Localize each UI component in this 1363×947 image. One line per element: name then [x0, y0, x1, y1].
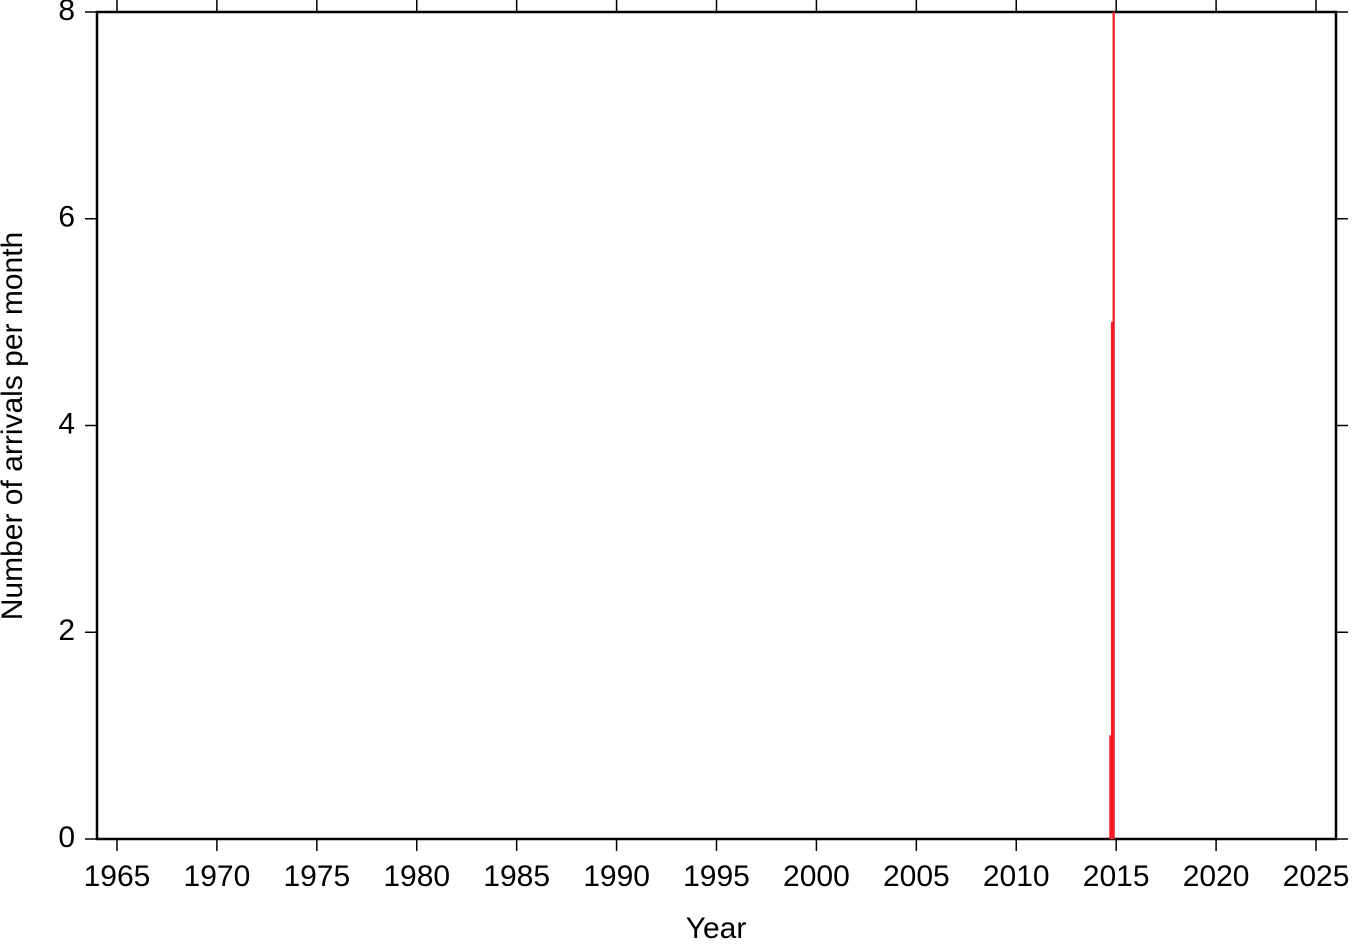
x-tick-label: 1985 — [483, 860, 550, 893]
y-tick-label: 6 — [58, 201, 75, 234]
y-tick-label: 2 — [58, 614, 75, 647]
x-tick-label: 2020 — [1183, 860, 1250, 893]
bar — [1112, 11, 1115, 840]
x-tick-label: 1965 — [84, 860, 151, 893]
x-tick-label: 1995 — [683, 860, 750, 893]
x-axis-label: Year — [686, 912, 747, 942]
x-tick-label: 1990 — [583, 860, 650, 893]
y-tick-label: 0 — [58, 821, 75, 854]
y-tick-label: 4 — [58, 407, 75, 440]
x-tick-label: 2015 — [1083, 860, 1150, 893]
x-tick-label: 2010 — [983, 860, 1050, 893]
x-tick-label: 2005 — [883, 860, 950, 893]
plot-frame — [95, 10, 1338, 841]
x-tick-label: 1975 — [283, 860, 350, 893]
x-tick-label: 2000 — [783, 860, 850, 893]
y-tick-label: 8 — [58, 0, 75, 27]
y-axis-label: Number of arrivals per month — [0, 232, 29, 620]
x-tick-label: 1970 — [184, 860, 251, 893]
x-tick-label: 1980 — [383, 860, 450, 893]
x-tick-label: 2025 — [1283, 860, 1350, 893]
